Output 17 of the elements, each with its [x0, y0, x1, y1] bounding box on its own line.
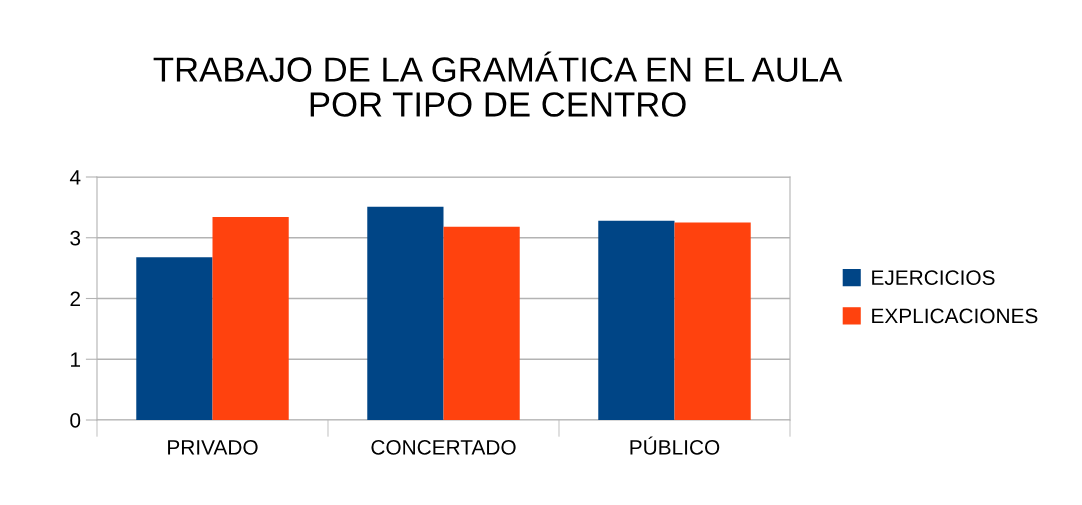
x-tick-label: CONCERTADO — [371, 439, 516, 455]
bar — [136, 257, 213, 420]
bar — [443, 226, 520, 420]
y-tick-label: 0 — [70, 413, 81, 428]
y-tick-label: 4 — [69, 170, 81, 185]
chart-title: TRABAJO DE LA GRAMÁTICA EN EL AULA POR TIPO DE CENTRO — [153, 51, 843, 117]
legend-label: EXPLICACIONES — [872, 308, 1038, 324]
legend-label: EJERCICIOS — [872, 270, 995, 286]
bar — [674, 222, 751, 420]
bar — [212, 217, 289, 420]
x-tick-label: PÚBLICO — [630, 436, 720, 455]
bar — [367, 206, 444, 420]
y-tick-label: 2 — [70, 291, 80, 307]
y-tick-label: 3 — [70, 230, 81, 246]
x-tick-label: PRIVADO — [168, 439, 258, 455]
bar — [598, 220, 675, 420]
y-tick-label: 1 — [71, 352, 81, 367]
